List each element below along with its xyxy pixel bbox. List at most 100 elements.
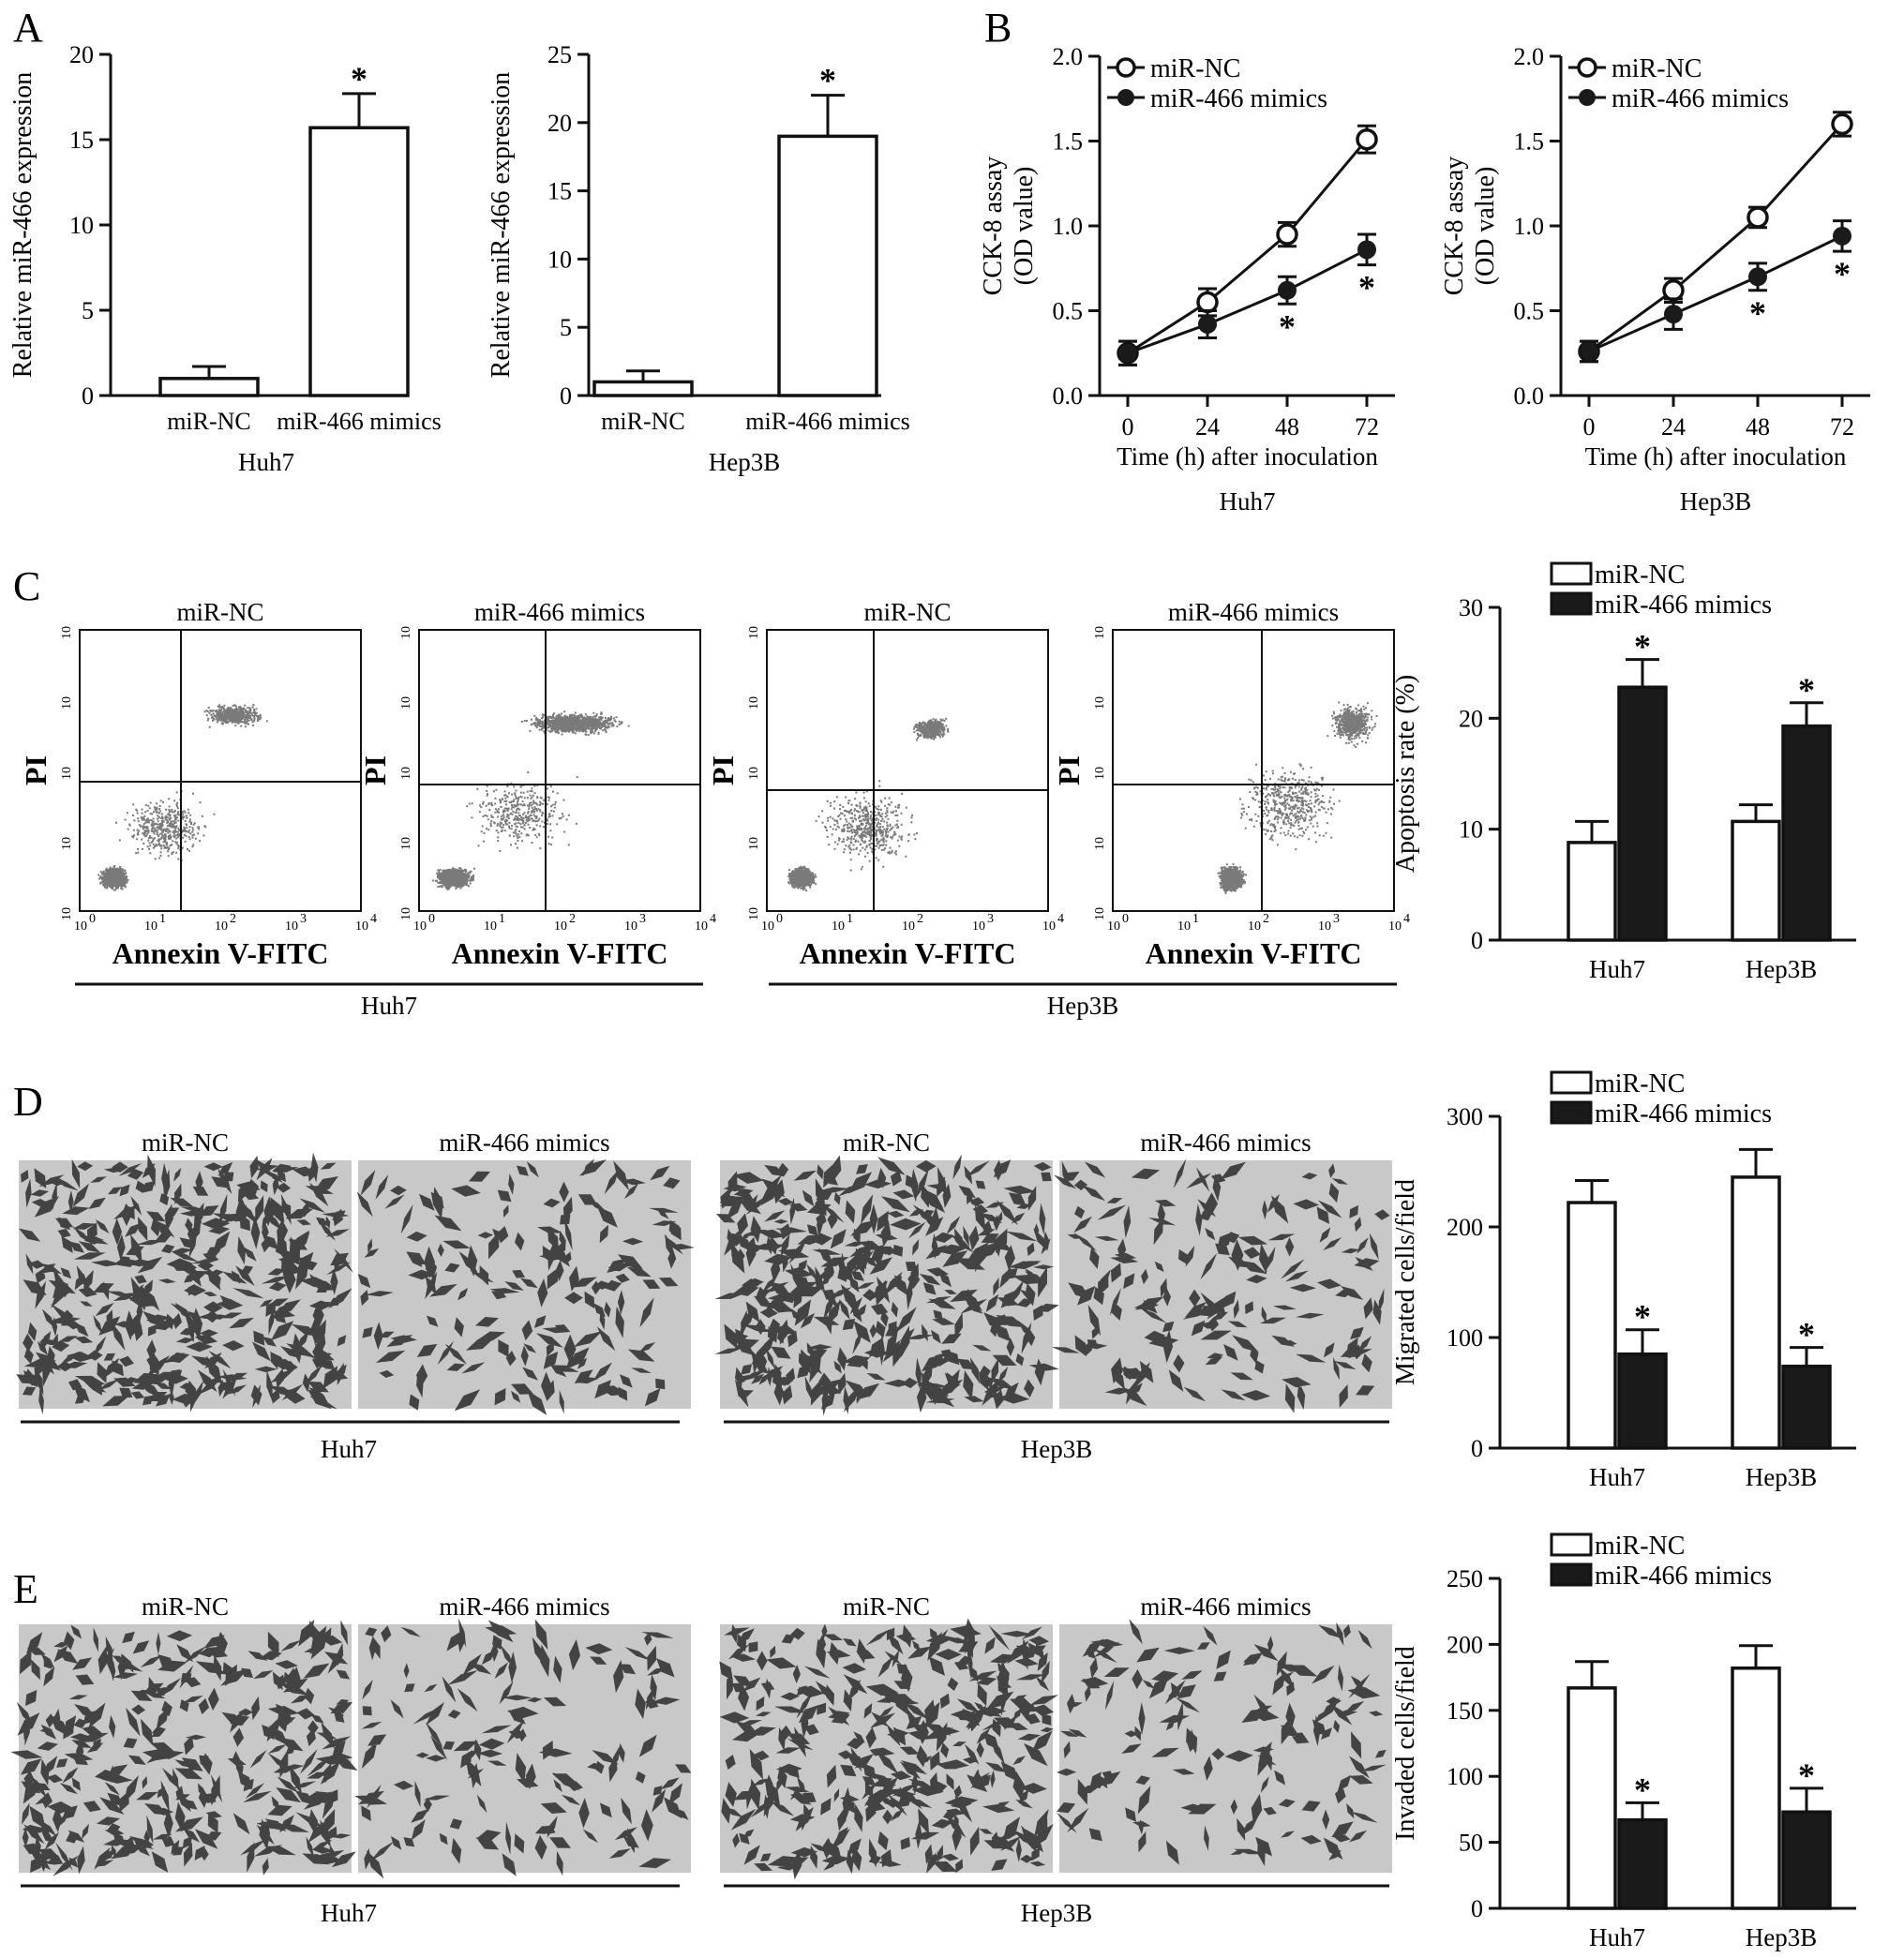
b-y-tick-label: 0.0: [1053, 382, 1084, 410]
b-y-tick-label: 0.5: [1514, 298, 1545, 325]
panel-c: Apoptosis rate (%)0102030*Huh7*Hep3BmiR-…: [19, 560, 1856, 1020]
flow-y-axis-title: PI: [1052, 755, 1086, 785]
b-y-title: (OD value): [1471, 167, 1500, 286]
c-y-tick-label: 10: [1459, 816, 1483, 844]
flow-x-tick-exponent: 1: [1192, 912, 1199, 926]
b-significance-mark: *: [1749, 294, 1766, 332]
flow-x-tick-exponent: 3: [639, 912, 646, 926]
flow-y-tick-label: 10: [60, 767, 74, 780]
e-significance-mark: *: [1798, 1756, 1815, 1794]
flow-x-tick-exponent: 1: [847, 912, 853, 926]
e-cells: [1056, 1619, 1387, 1866]
flow-x-tick-label: 10: [1248, 919, 1261, 934]
d-category-label: Hep3B: [1746, 1463, 1818, 1491]
b-y-title: (OD value): [1010, 167, 1039, 286]
flow-x-tick-label: 10: [1177, 919, 1191, 934]
e-y-title: Invaded cells/field: [1391, 1646, 1420, 1841]
flow-y-tick-label: 10: [399, 837, 413, 850]
flow-dot-cloud: [787, 717, 950, 892]
d-micrograph: [1059, 1160, 1392, 1409]
d-micrograph-title: miR-NC: [843, 1128, 930, 1157]
b-legend-marker: [1116, 57, 1136, 78]
b-significance-mark: *: [1279, 307, 1296, 345]
b-y-tick-label: 1.0: [1053, 213, 1084, 240]
d-micrograph-title: miR-466 mimics: [439, 1128, 609, 1157]
flow-x-tick-exponent: 0: [428, 912, 435, 926]
flow-y-tick-label: 10: [747, 626, 761, 639]
e-y-tick-label: 0: [1471, 1895, 1483, 1922]
e-bar-nc: [1567, 1686, 1617, 1910]
flow-plot-title: miR-466 mimics: [474, 598, 645, 626]
c-y-tick-label: 0: [1471, 927, 1483, 954]
a-y-tick-label: 0: [560, 382, 572, 410]
e-micrograph-title: miR-NC: [142, 1592, 229, 1621]
b-legend-label: miR-466 mimics: [1150, 84, 1327, 113]
b-point-filled: [1357, 240, 1376, 260]
flow-y-tick-label: 10: [1093, 767, 1107, 780]
d-micrograph-title: miR-466 mimics: [1140, 1128, 1311, 1157]
e-y-tick-label: 150: [1447, 1697, 1483, 1725]
flow-plot-title: miR-NC: [863, 598, 951, 626]
e-legend-swatch: [1550, 1532, 1593, 1557]
c-group-label-huh7: Huh7: [361, 992, 417, 1020]
b-significance-mark: *: [1834, 255, 1851, 292]
panel-letter-e: E: [13, 1566, 38, 1612]
b-point-filled: [1198, 314, 1217, 334]
flow-x-tick-exponent: 0: [776, 912, 783, 926]
flow-y-axis-title: PI: [19, 755, 52, 785]
flow-x-tick-label: 10: [695, 919, 708, 934]
flow-dot-cloud: [97, 704, 268, 891]
d-micrograph-title: miR-NC: [142, 1128, 229, 1157]
a-category-label: miR-466 mimics: [277, 408, 442, 435]
e-bar-mimics: [1781, 1810, 1832, 1910]
c-y-tick-label: 20: [1459, 705, 1483, 732]
d-legend-swatch: [1550, 1100, 1593, 1125]
a-significance-mark: *: [819, 62, 836, 99]
flow-x-tick-label: 10: [413, 919, 427, 934]
e-cells: [10, 1620, 358, 1876]
b-y-tick-label: 0.0: [1514, 382, 1545, 410]
e-micrograph: [358, 1624, 691, 1873]
b-legend-marker: [1117, 89, 1134, 106]
b-point-open: [1831, 112, 1853, 136]
b-legend-marker: [1579, 89, 1596, 106]
flow-x-tick-exponent: 1: [499, 912, 505, 926]
d-bar-nc: [1731, 1175, 1781, 1450]
d-micrograph: [19, 1160, 352, 1409]
b-legend-label: miR-466 mimics: [1612, 84, 1789, 113]
flow-x-tick-exponent: 2: [1263, 912, 1269, 926]
b-x-tick-label: 24: [1661, 413, 1686, 441]
c-legend-swatch: [1550, 561, 1593, 586]
b-point-open: [1747, 206, 1769, 229]
flow-x-axis-title: Annexin V-FITC: [112, 936, 329, 970]
a-y-tick-label: 20: [547, 110, 572, 137]
b-x-tick-label: 24: [1195, 413, 1220, 441]
flow-y-tick-label: 10: [60, 907, 74, 920]
b-point-filled: [1833, 226, 1852, 246]
flow-x-tick-label: 10: [1042, 919, 1056, 934]
b-x-tick-label: 72: [1355, 413, 1379, 441]
flow-x-axis-title: Annexin V-FITC: [1146, 936, 1362, 970]
d-legend-swatch: [1550, 1070, 1593, 1095]
a-significance-mark: *: [351, 60, 367, 97]
flow-x-tick-label: 10: [972, 919, 985, 934]
b-y-tick-label: 1.5: [1053, 128, 1084, 156]
b-point-open: [1196, 291, 1219, 314]
c-significance-mark: *: [1634, 628, 1651, 665]
a-y-tick-label: 25: [547, 41, 572, 68]
flow-x-tick-label: 10: [215, 919, 228, 934]
e-bar-mimics: [1617, 1817, 1668, 1910]
d-cells: [16, 1152, 353, 1415]
flow-x-tick-exponent: 3: [987, 912, 994, 926]
flow-x-tick-exponent: 0: [1122, 912, 1129, 926]
flow-y-tick-label: 10: [1093, 907, 1107, 920]
d-group-label-hep3b: Hep3B: [1021, 1435, 1093, 1463]
d-significance-mark: *: [1634, 1298, 1651, 1336]
c-category-label: Huh7: [1589, 955, 1645, 983]
flow-x-tick-label: 10: [285, 919, 298, 934]
e-group-label-hep3b: Hep3B: [1021, 1899, 1093, 1927]
flow-y-tick-label: 10: [747, 767, 761, 780]
e-category-label: Huh7: [1589, 1923, 1645, 1951]
d-legend-label: miR-NC: [1595, 1069, 1685, 1099]
b-point-filled: [1748, 267, 1767, 287]
